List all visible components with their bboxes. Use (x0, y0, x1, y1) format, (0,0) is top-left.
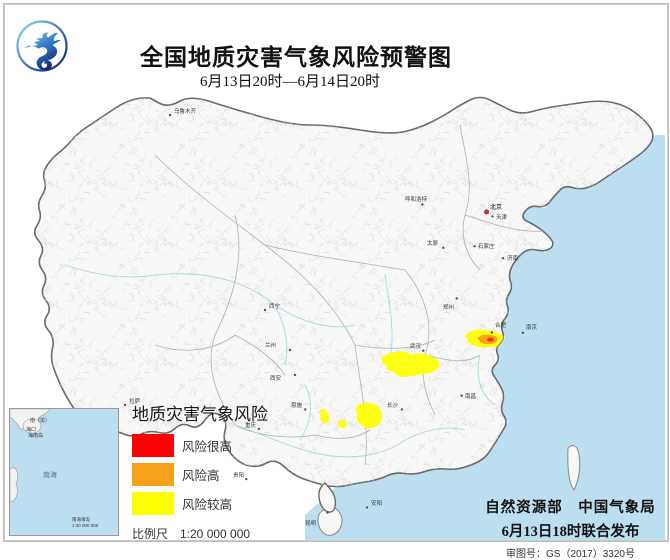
svg-text:长沙: 长沙 (387, 401, 399, 409)
svg-text:呼和浩特: 呼和浩特 (405, 195, 428, 203)
svg-text:恩施: 恩施 (291, 401, 303, 409)
svg-text:兰州: 兰州 (265, 341, 276, 349)
svg-text:南海: 南海 (43, 470, 57, 479)
svg-text:济南: 济南 (507, 254, 519, 262)
svg-text:南昌: 南昌 (465, 392, 476, 400)
svg-text:安阳: 安阳 (371, 499, 382, 507)
svg-text:武汉: 武汉 (410, 342, 422, 350)
svg-text:南海诸岛: 南海诸岛 (72, 516, 90, 523)
svg-text:北京: 北京 (490, 203, 502, 211)
svg-text:合肥: 合肥 (495, 321, 507, 329)
svg-text:海南岛: 海南岛 (28, 432, 43, 439)
svg-text:海口: 海口 (26, 426, 36, 433)
svg-text:南京: 南京 (526, 323, 538, 331)
svg-text:西安: 西安 (270, 374, 282, 382)
svg-text:郑州: 郑州 (443, 303, 454, 311)
svg-text:石家庄: 石家庄 (478, 242, 495, 250)
svg-text:西宁: 西宁 (269, 302, 281, 310)
svg-text:南（澎）: 南（澎） (30, 417, 50, 424)
svg-text:乌鲁木齐: 乌鲁木齐 (174, 107, 197, 115)
svg-text:1:40 000 000: 1:40 000 000 (72, 523, 99, 528)
svg-text:天津: 天津 (496, 214, 508, 221)
svg-text:太原: 太原 (427, 239, 439, 247)
svg-text:昆明: 昆明 (305, 520, 317, 527)
